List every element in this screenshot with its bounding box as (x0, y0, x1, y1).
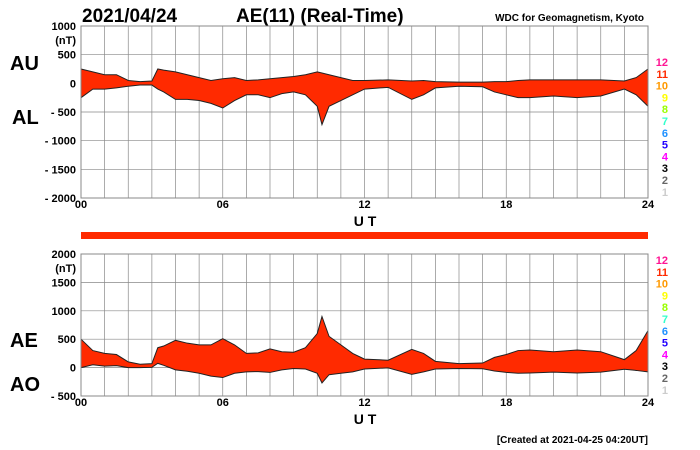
series-line-ao (80, 362, 649, 384)
legend-station-count: 3 (662, 361, 668, 373)
legend-station-count: 1 (662, 385, 668, 397)
legend-station-count: 9 (662, 92, 668, 104)
y-tick-label: 2000 (52, 249, 76, 261)
legend-station-count: 10 (656, 279, 668, 291)
legend-station-count: 12 (656, 57, 668, 69)
created-timestamp: [Created at 2021-04-25 04:20UT] (497, 435, 648, 446)
x-tick-label: 12 (358, 397, 370, 409)
y-tick-label: 500 (58, 334, 76, 346)
x-tick-label: 24 (642, 199, 655, 211)
al-label: AL (12, 107, 39, 129)
band-fill (81, 69, 648, 125)
x-axis-label-top: U T (354, 213, 377, 229)
unit-label-top: (nT) (55, 35, 76, 47)
legend-station-count: 7 (662, 314, 668, 326)
legend-station-count: 9 (662, 290, 668, 302)
plot-frame (80, 253, 649, 397)
legend-station-count: 4 (662, 349, 669, 361)
legend-station-count: 5 (662, 140, 668, 152)
legend-station-count: 11 (656, 69, 668, 81)
source-label: WDC for Geomagnetism, Kyoto (495, 13, 644, 24)
y-tick-label: - 2000 (45, 193, 76, 205)
station-count-strip (81, 232, 648, 239)
y-tick-label: 1500 (52, 277, 76, 289)
x-tick-label: 06 (217, 397, 229, 409)
y-tick-label: 0 (70, 78, 76, 90)
au-label: AU (10, 53, 39, 75)
legend-station-count: 4 (662, 151, 669, 163)
x-tick-label: 24 (642, 397, 655, 409)
x-tick-label: 18 (500, 397, 512, 409)
y-tick-label: 0 (70, 363, 76, 375)
plot-frame (80, 25, 649, 199)
legend-station-count: 8 (662, 104, 668, 116)
ao-label: AO (10, 374, 40, 396)
date-label: 2021/04/24 (82, 6, 178, 27)
y-tick-label: - 500 (51, 107, 76, 119)
legend-station-count: 10 (656, 81, 668, 93)
y-tick-label: - 1000 (45, 136, 76, 148)
legend-station-count: 6 (662, 128, 668, 140)
legend-station-count: 7 (662, 116, 668, 128)
series-line-au (80, 68, 649, 83)
legend-station-count: 11 (656, 267, 668, 279)
y-tick-label: - 1500 (45, 164, 76, 176)
legend-station-count: 6 (662, 326, 668, 338)
legend-station-count: 8 (662, 302, 668, 314)
legend-station-count: 12 (656, 255, 668, 267)
y-tick-label: 500 (58, 50, 76, 62)
x-tick-label: 18 (500, 199, 512, 211)
x-tick-label: 00 (75, 397, 87, 409)
series-line-al (80, 84, 649, 127)
chart-title: AE(11) (Real-Time) (236, 6, 404, 27)
y-tick-label: - 500 (51, 391, 76, 403)
legend-station-count: 2 (662, 373, 668, 385)
x-axis-label-bottom: U T (354, 411, 377, 427)
series-line-ae (80, 314, 649, 365)
legend-station-count: 3 (662, 163, 668, 175)
x-tick-label: 06 (217, 199, 229, 211)
x-tick-label: 12 (358, 199, 370, 211)
y-tick-label: 1000 (52, 306, 76, 318)
legend-station-count: 1 (662, 187, 668, 199)
unit-label-bottom: (nT) (55, 263, 76, 275)
legend-station-count: 2 (662, 175, 668, 187)
ae-label: AE (10, 330, 38, 352)
band-fill (81, 316, 648, 383)
legend-station-count: 5 (662, 338, 668, 350)
y-tick-label: 1000 (52, 21, 76, 33)
x-tick-label: 00 (75, 199, 87, 211)
